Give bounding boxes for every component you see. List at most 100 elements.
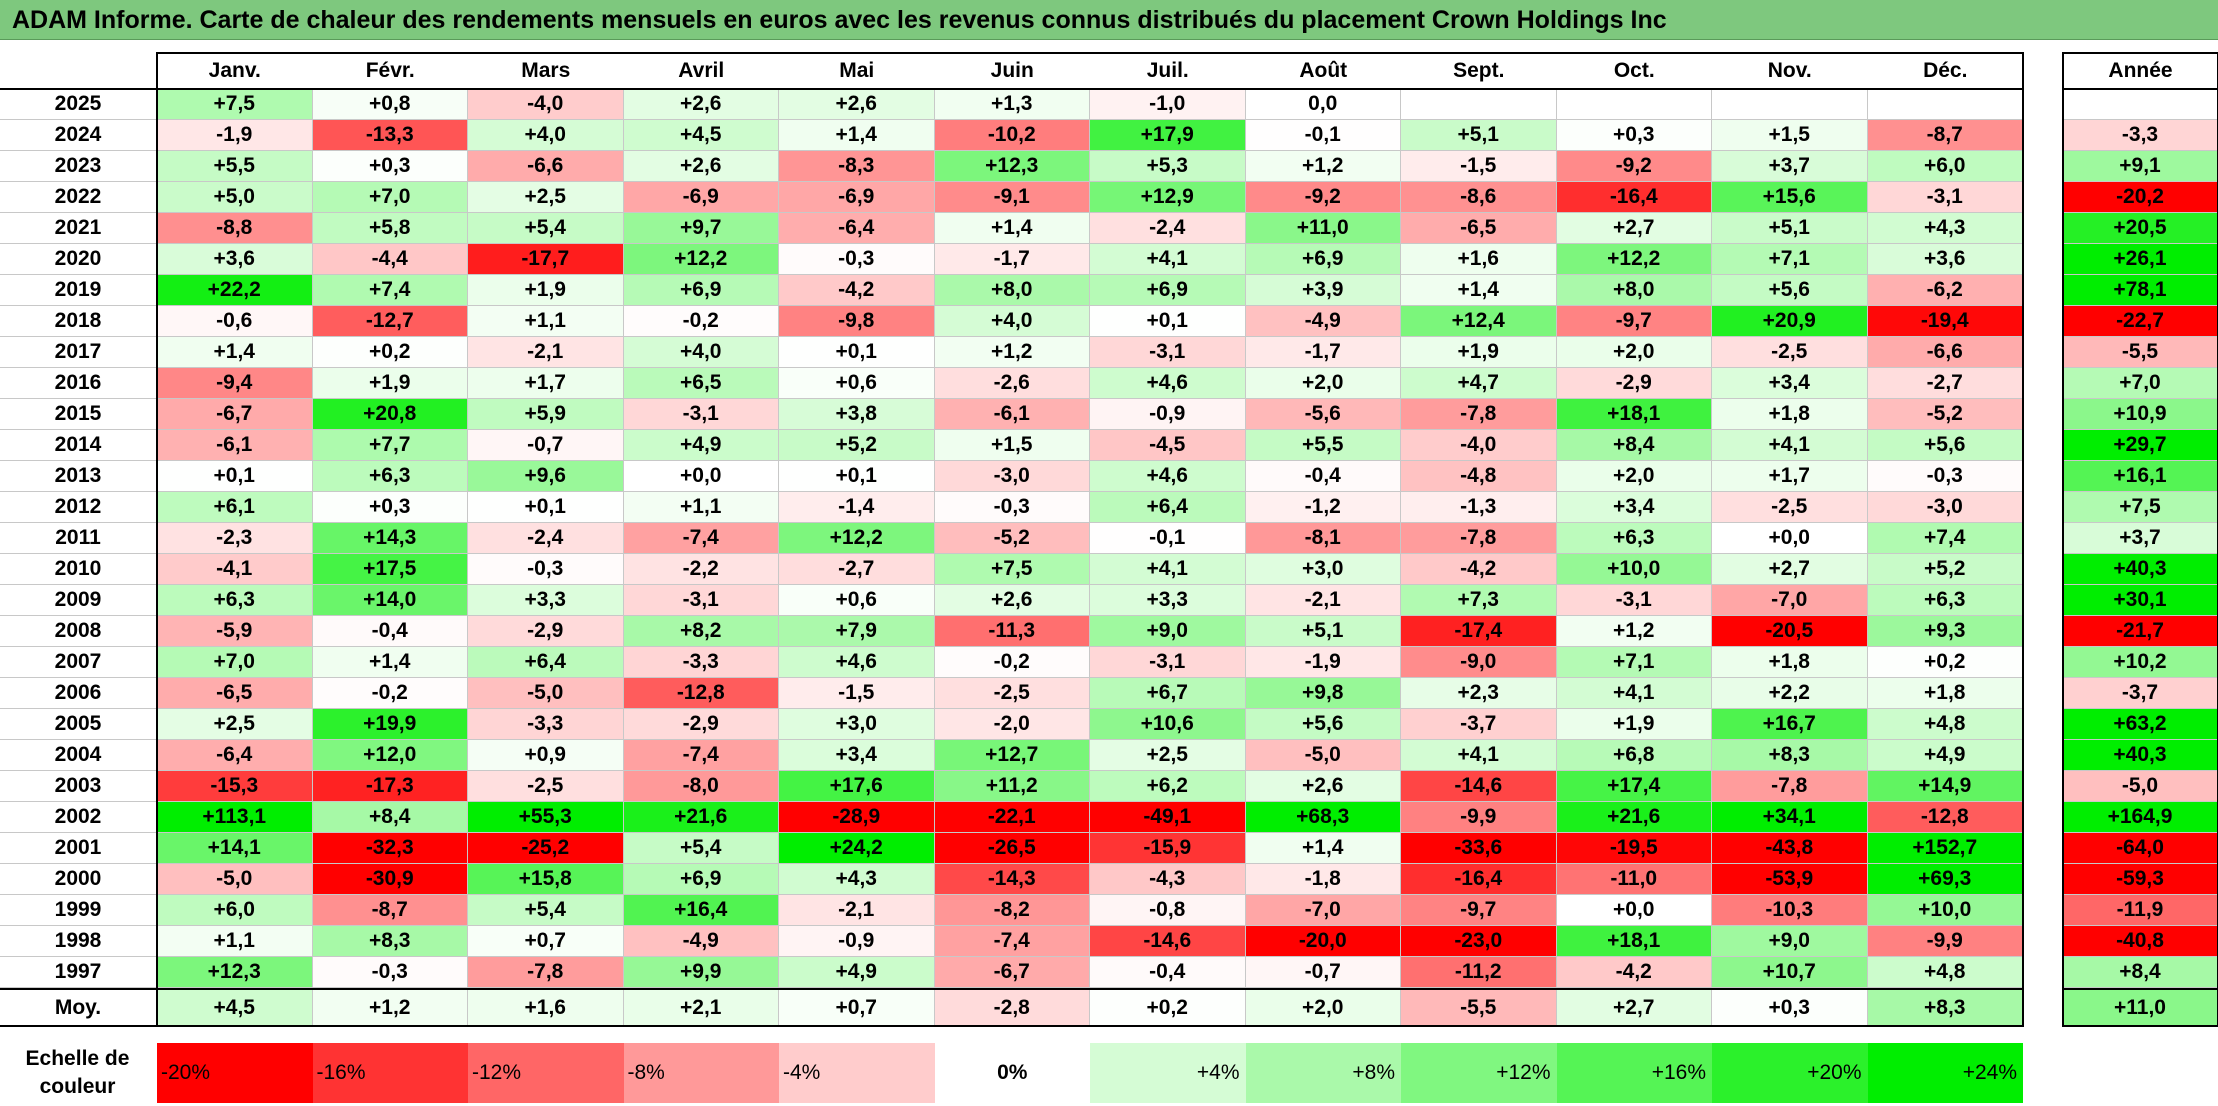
heatmap-cell: +6,1 [157, 492, 313, 523]
annual-cell: +9,1 [2063, 151, 2218, 182]
year-label: 2012 [0, 492, 157, 523]
average-cell: +2,1 [623, 990, 779, 1026]
heatmap-cell: -5,2 [1867, 399, 2023, 430]
heatmap-cell: -9,2 [1556, 151, 1712, 182]
year-label: 2016 [0, 368, 157, 399]
heatmap-cell: -22,1 [934, 802, 1090, 833]
heatmap-cell: +8,2 [623, 616, 779, 647]
heatmap-cell: +0,0 [623, 461, 779, 492]
heatmap-cell: -2,5 [1712, 492, 1868, 523]
year-label: 2025 [0, 89, 157, 120]
annual-cell: +40,3 [2063, 740, 2218, 771]
annual-cell: -64,0 [2063, 833, 2218, 864]
heatmap-cell: +5,2 [1867, 554, 2023, 585]
heatmap-cell: +21,6 [1556, 802, 1712, 833]
heatmap-cell: +4,1 [1090, 554, 1246, 585]
heatmap-cell: +6,9 [1245, 244, 1401, 275]
heatmap-cell: +1,4 [1245, 833, 1401, 864]
heatmap-cell: +6,9 [1090, 275, 1246, 306]
heatmap-cell: -1,5 [779, 678, 935, 709]
heatmap-cell: +4,1 [1556, 678, 1712, 709]
heatmap-cell: +68,3 [1245, 802, 1401, 833]
annual-cell: -59,3 [2063, 864, 2218, 895]
heatmap-cell: -7,8 [468, 957, 624, 988]
year-label: 2009 [0, 585, 157, 616]
heatmap-cell: -3,1 [623, 585, 779, 616]
annual-cell: +20,5 [2063, 213, 2218, 244]
heatmap-cell: +5,5 [1245, 430, 1401, 461]
heatmap-cell: +12,7 [934, 740, 1090, 771]
annual-cell: +7,5 [2063, 492, 2218, 523]
heatmap-cell: -6,1 [934, 399, 1090, 430]
year-label: 2018 [0, 306, 157, 337]
average-label: Moy. [0, 990, 157, 1026]
heatmap-cell: -19,4 [1867, 306, 2023, 337]
heatmap-cell: -1,2 [1245, 492, 1401, 523]
heatmap-cell: +17,5 [312, 554, 468, 585]
heatmap-cell: +4,8 [1867, 709, 2023, 740]
heatmap-cell: +2,6 [934, 585, 1090, 616]
heatmap-cell: -0,2 [623, 306, 779, 337]
heatmap-cell: -9,9 [1401, 802, 1557, 833]
heatmap-cell: +4,3 [1867, 213, 2023, 244]
color-scale-step: -8% [623, 1043, 779, 1103]
heatmap-cell: +3,0 [779, 709, 935, 740]
heatmap-cell: -8,8 [157, 213, 313, 244]
heatmap-cell: +113,1 [157, 802, 313, 833]
annual-cell: +10,2 [2063, 647, 2218, 678]
month-header: Août [1245, 53, 1401, 89]
heatmap-cell: -5,2 [934, 523, 1090, 554]
heatmap-cell: -13,3 [312, 120, 468, 151]
heatmap-cell: -0,9 [1090, 399, 1246, 430]
heatmap-cell: +5,8 [312, 213, 468, 244]
heatmap-cell: -4,2 [779, 275, 935, 306]
heatmap-cell: -1,8 [1245, 864, 1401, 895]
heatmap-cell: -1,5 [1401, 151, 1557, 182]
heatmap-cell: -7,8 [1401, 523, 1557, 554]
heatmap-cell: +10,7 [1712, 957, 1868, 988]
heatmap-cell: +2,3 [1401, 678, 1557, 709]
heatmap-cell: +21,6 [623, 802, 779, 833]
heatmap-cell: -2,5 [934, 678, 1090, 709]
heatmap-cell: -0,1 [1090, 523, 1246, 554]
heatmap-cell: -4,4 [312, 244, 468, 275]
heatmap-cell: -2,0 [934, 709, 1090, 740]
heatmap-cell: +5,2 [779, 430, 935, 461]
heatmap-cell: +16,7 [1712, 709, 1868, 740]
heatmap-cell: +1,2 [934, 337, 1090, 368]
heatmap-cell: +1,2 [1245, 151, 1401, 182]
heatmap-cell: -3,0 [934, 461, 1090, 492]
heatmap-cell: +9,8 [1245, 678, 1401, 709]
annual-cell: +10,9 [2063, 399, 2218, 430]
heatmap-cell: +7,0 [157, 647, 313, 678]
month-header: Déc. [1867, 53, 2023, 89]
heatmap-cell: +34,1 [1712, 802, 1868, 833]
year-label: 2011 [0, 523, 157, 554]
heatmap-cell: +11,2 [934, 771, 1090, 802]
heatmap-cell: +2,5 [468, 182, 624, 213]
heatmap-cell: +1,4 [1401, 275, 1557, 306]
month-header: Juil. [1090, 53, 1246, 89]
heatmap-cell: +5,3 [1090, 151, 1246, 182]
heatmap-cell: -19,5 [1556, 833, 1712, 864]
year-label: 2007 [0, 647, 157, 678]
color-scale-step: +12% [1401, 1043, 1557, 1103]
year-label: 2023 [0, 151, 157, 182]
annual-cell: -5,5 [2063, 337, 2218, 368]
color-scale-step: 0% [934, 1043, 1090, 1103]
heatmap-cell: +1,9 [1556, 709, 1712, 740]
annual-cell: -22,7 [2063, 306, 2218, 337]
average-cell: +0,7 [779, 990, 935, 1026]
heatmap-cell: -8,7 [312, 895, 468, 926]
heatmap-cell: +9,9 [623, 957, 779, 988]
heatmap-cell: +1,3 [934, 89, 1090, 120]
heatmap-cell: -6,6 [468, 151, 624, 182]
annual-cell: +78,1 [2063, 275, 2218, 306]
heatmap-cell: -20,0 [1245, 926, 1401, 957]
heatmap-cell: +15,8 [468, 864, 624, 895]
heatmap-cell: +9,7 [623, 213, 779, 244]
heatmap-cell: +4,6 [779, 647, 935, 678]
heatmap-cell: -25,2 [468, 833, 624, 864]
year-label: 2022 [0, 182, 157, 213]
